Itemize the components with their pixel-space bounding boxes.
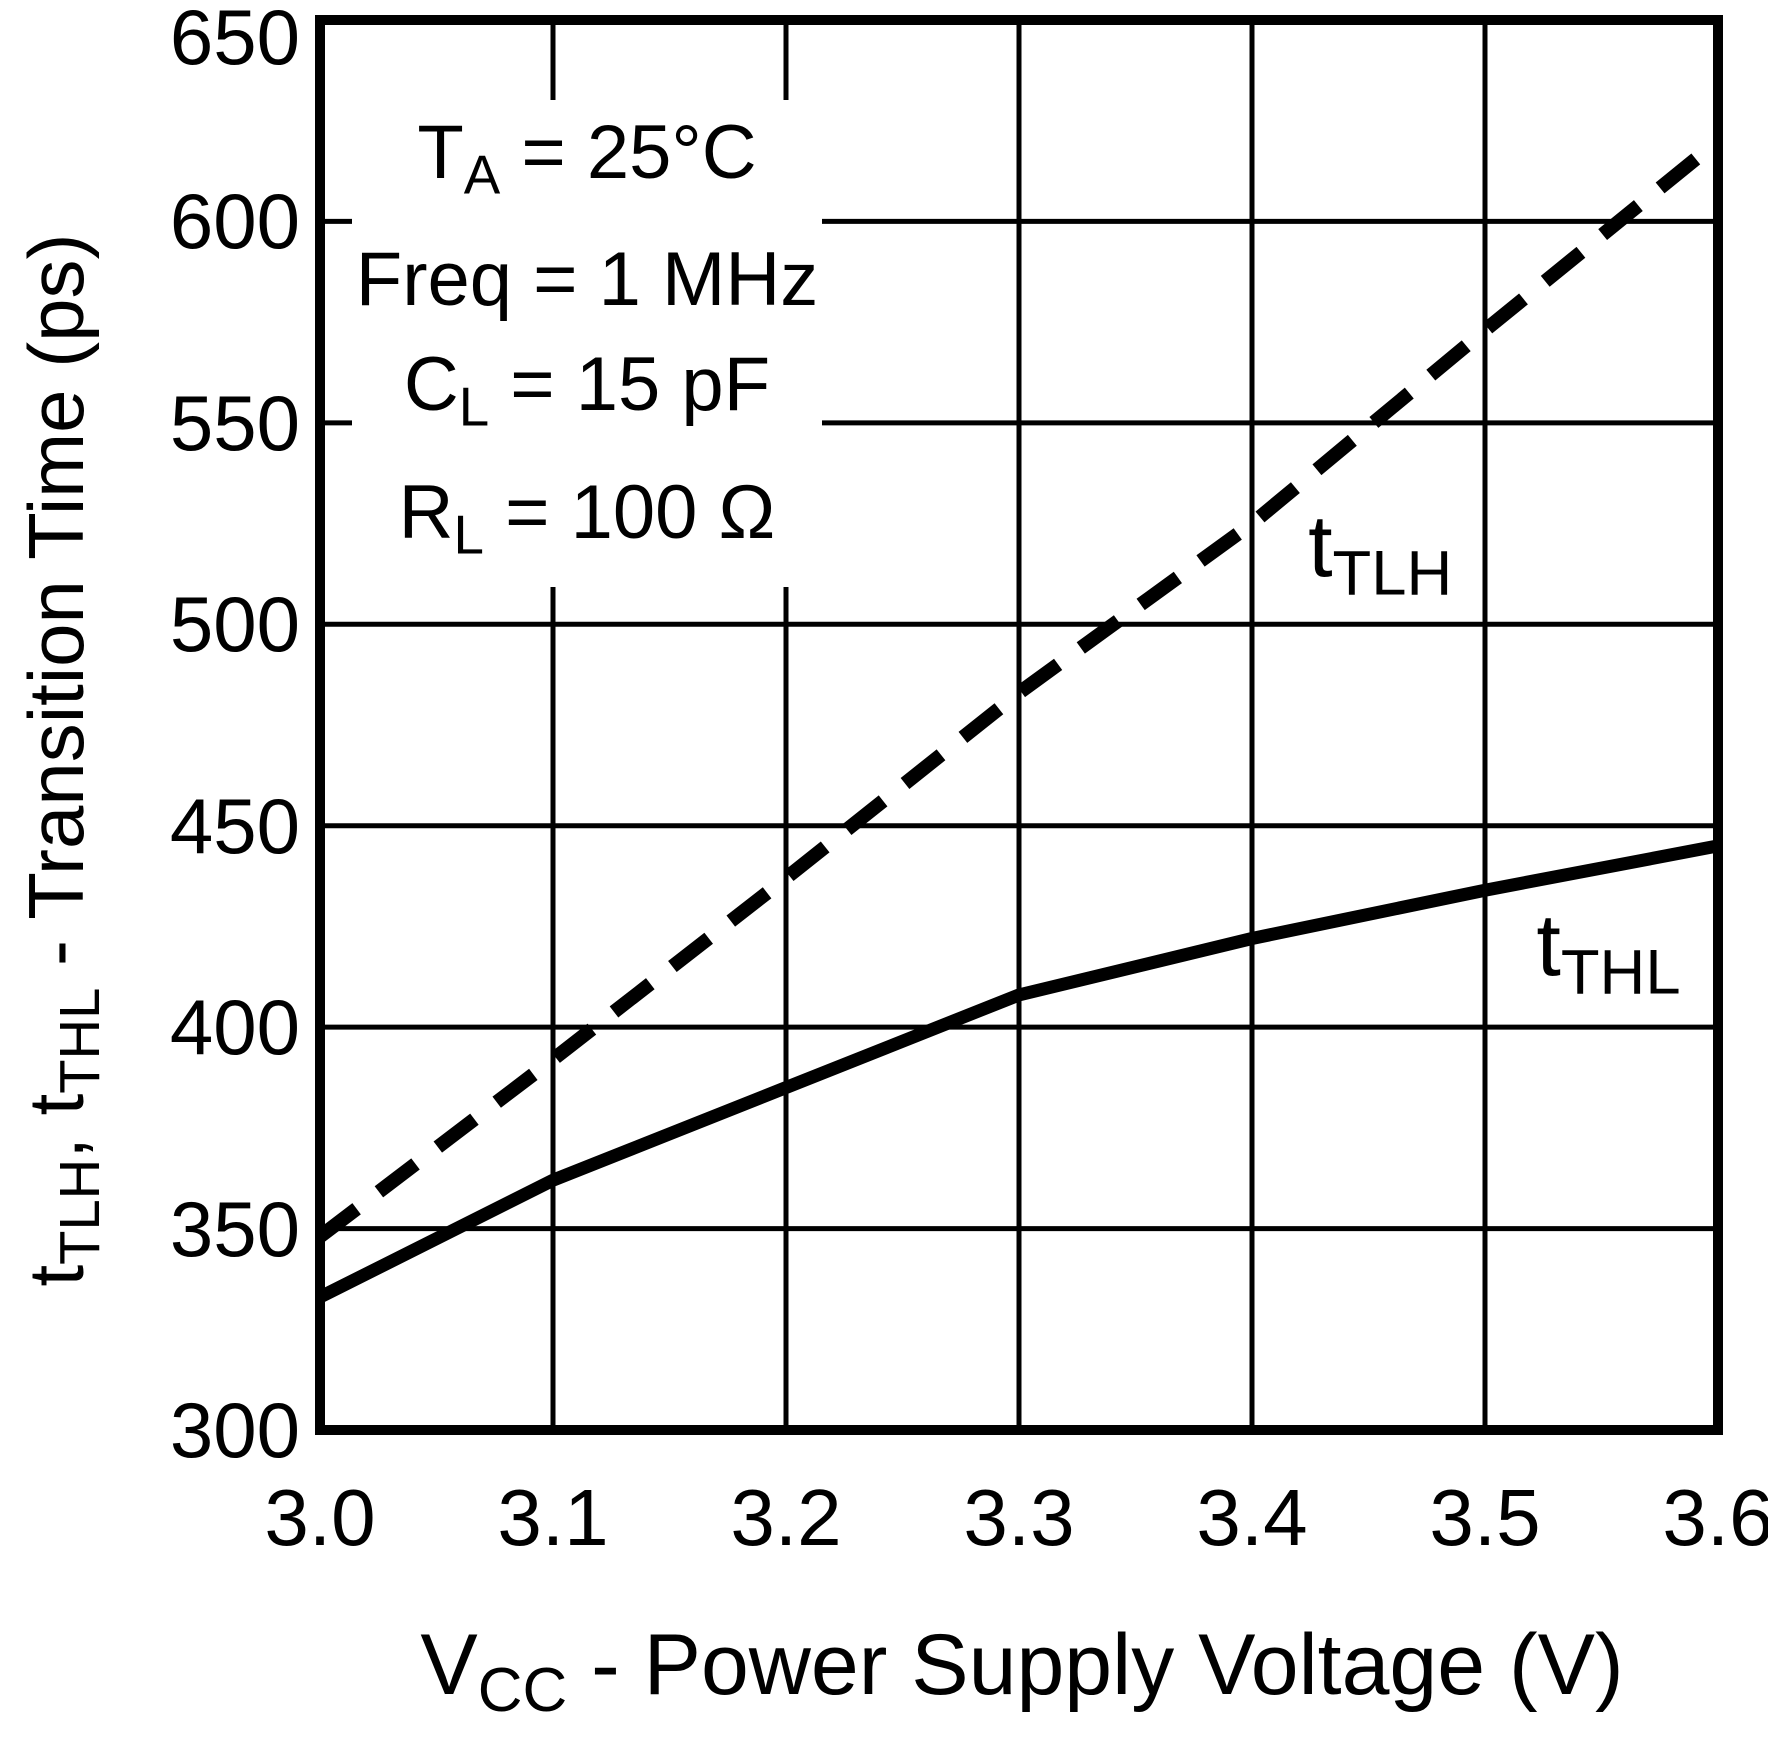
subscript: THL	[1560, 937, 1681, 1008]
x-tick-label: 3.4	[1196, 1473, 1308, 1562]
test-condition-line: CL = 15 pF	[352, 332, 822, 460]
subscript: TLH	[1332, 538, 1453, 609]
subscript: L	[458, 375, 490, 438]
test-conditions-block: TA = 25°C Freq = 1 MHz CL = 15 pF RL = 100 …	[352, 100, 822, 587]
subscript: L	[453, 502, 484, 565]
y-tick-label: 500	[169, 580, 300, 669]
x-axis-title: VCC - Power Supply Voltage (V)	[420, 1616, 1624, 1726]
plot-border	[315, 15, 1723, 1435]
subscript: CC	[477, 1656, 568, 1726]
x-tick-label: 3.5	[1429, 1473, 1541, 1562]
y-tick-label: 300	[169, 1386, 300, 1474]
y-tick-label: 650	[169, 0, 300, 81]
test-condition-line: Freq = 1 MHz	[352, 227, 822, 333]
x-tick-label: 3.3	[963, 1473, 1075, 1562]
test-condition-line: RL = 100 Ω	[352, 459, 822, 587]
x-tick-label: 3.2	[730, 1473, 842, 1562]
x-tick-label: 3.1	[497, 1473, 609, 1562]
y-tick-label: 350	[169, 1184, 300, 1273]
y-tick-label: 400	[169, 983, 300, 1072]
subscript: THL	[47, 987, 111, 1094]
y-axis-title: tTLH, tTHL - Transition Time (ps)	[12, 233, 111, 1287]
curve-label-tTLH: tTLH	[1308, 496, 1453, 609]
y-tick-label: 550	[169, 378, 300, 467]
y-tick-label: 450	[169, 781, 300, 870]
subscript: A	[463, 143, 501, 206]
y-tick-label: 600	[169, 177, 300, 266]
curve-label-tTHL: tTHL	[1536, 895, 1681, 1008]
x-tick-label: 3.0	[264, 1473, 376, 1562]
subscript: TLH	[47, 1158, 111, 1265]
curve-tTHL	[317, 839, 1720, 1303]
x-tick-label: 3.6	[1662, 1473, 1768, 1562]
test-condition-line: TA = 25°C	[352, 100, 822, 228]
